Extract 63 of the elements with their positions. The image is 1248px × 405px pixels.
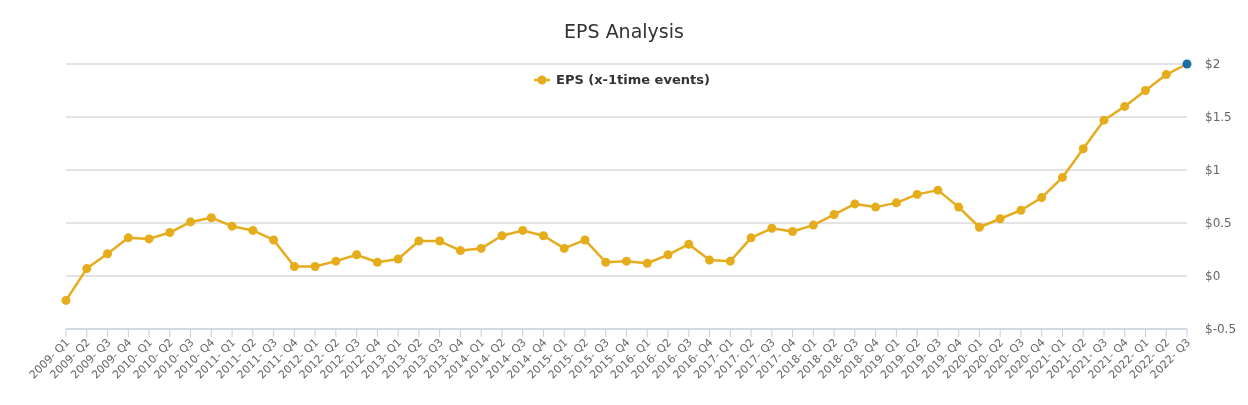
point (829, 210, 839, 220)
point (705, 255, 715, 265)
point (684, 239, 694, 249)
point (974, 222, 984, 232)
point (289, 261, 299, 271)
point (1016, 205, 1026, 215)
point (788, 226, 798, 236)
point (144, 234, 154, 244)
point (393, 254, 403, 264)
point (1057, 172, 1067, 182)
y-tick-label: $1.5 (1205, 110, 1232, 125)
point (248, 225, 258, 235)
point (518, 225, 528, 235)
point (165, 228, 175, 238)
point (1120, 101, 1130, 111)
point (663, 250, 673, 260)
legend-label: EPS (x-1time events) (556, 72, 710, 87)
point (310, 261, 320, 271)
point (1140, 86, 1150, 95)
point (642, 258, 652, 268)
point (559, 243, 569, 253)
point (476, 243, 486, 253)
point (933, 185, 943, 195)
point (227, 221, 237, 231)
point (891, 198, 901, 208)
chart-title: EPS Analysis (564, 20, 684, 42)
point (725, 256, 735, 266)
point (82, 264, 92, 274)
point (538, 231, 548, 241)
y-tick-label: $1 (1205, 163, 1221, 178)
point (455, 246, 465, 256)
point (580, 235, 590, 245)
point (61, 295, 71, 305)
point (435, 236, 445, 246)
y-tick-label: $-0.5 (1205, 322, 1237, 337)
point (767, 223, 777, 233)
point (414, 236, 424, 246)
point (123, 233, 133, 243)
point (622, 256, 631, 266)
point (850, 199, 860, 209)
point (1099, 115, 1109, 125)
y-tick-label: $0.5 (1205, 216, 1232, 231)
point (1161, 70, 1171, 80)
point (331, 256, 341, 266)
point (746, 233, 756, 243)
point (206, 213, 216, 223)
point (995, 214, 1005, 224)
point (497, 231, 507, 241)
point (1037, 193, 1047, 203)
point (352, 250, 362, 260)
point (601, 257, 611, 267)
point (954, 202, 964, 212)
point (1078, 144, 1088, 154)
point (871, 202, 881, 212)
y-tick-label: $0 (1205, 269, 1221, 284)
point (912, 189, 922, 199)
y-tick-label: $2 (1205, 57, 1221, 72)
point (808, 220, 818, 230)
point (103, 249, 113, 259)
point (269, 235, 279, 245)
point (372, 257, 382, 267)
point (1182, 59, 1192, 69)
point (186, 217, 196, 227)
